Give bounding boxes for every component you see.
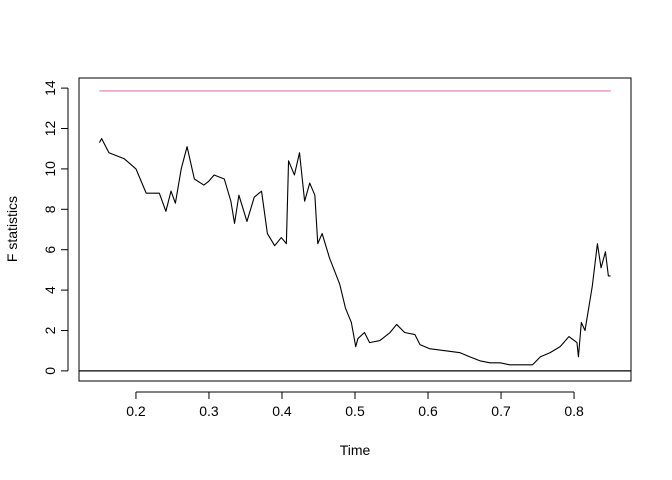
y-tick-label: 0 <box>42 367 58 375</box>
x-tick-label: 0.5 <box>345 403 365 419</box>
y-axis-label: F statistics <box>4 196 20 262</box>
plot-frame <box>78 77 632 382</box>
x-axis-label: Time <box>340 442 371 458</box>
y-tick-label: 4 <box>42 286 58 294</box>
y-tick-label: 14 <box>42 80 58 96</box>
y-tick-label: 6 <box>42 246 58 254</box>
x-tick-label: 0.7 <box>491 403 511 419</box>
y-tick-label: 8 <box>42 205 58 213</box>
x-tick-label: 0.4 <box>272 403 292 419</box>
x-tick-label: 0.8 <box>564 403 584 419</box>
y-tick-label: 2 <box>42 326 58 334</box>
x-tick-label: 0.6 <box>418 403 438 419</box>
x-tick-label: 0.2 <box>126 403 146 419</box>
y-tick-label: 12 <box>42 121 58 137</box>
x-tick-label: 0.3 <box>199 403 219 419</box>
data-line <box>98 138 611 366</box>
y-tick-label: 10 <box>42 161 58 177</box>
